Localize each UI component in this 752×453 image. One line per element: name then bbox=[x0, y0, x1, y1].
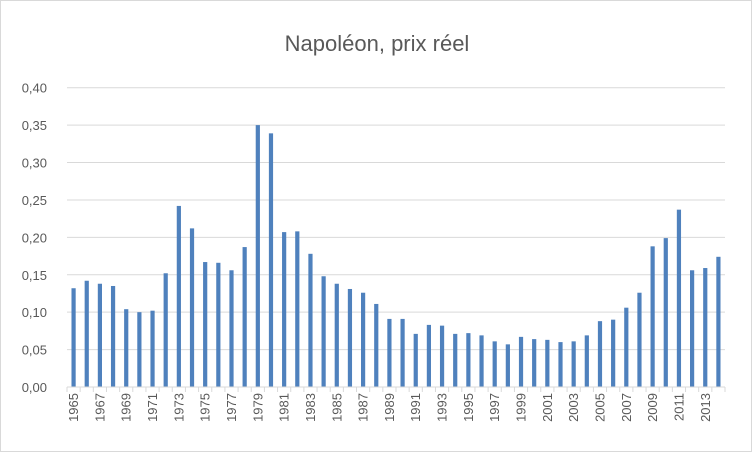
bar-2007 bbox=[624, 307, 629, 387]
bar-1994 bbox=[453, 333, 458, 387]
bar-1972 bbox=[163, 273, 168, 387]
bar-1988 bbox=[374, 303, 379, 387]
x-tick-label: 2005 bbox=[592, 393, 607, 422]
y-tick-label: 0,20 bbox=[22, 230, 47, 245]
x-tick-label: 1985 bbox=[329, 393, 344, 422]
x-tick-label: 1997 bbox=[487, 393, 502, 422]
bar-2010 bbox=[663, 238, 668, 387]
bar-1970 bbox=[137, 312, 142, 387]
bar-2013 bbox=[703, 268, 708, 387]
y-tick-label: 0,40 bbox=[22, 81, 47, 96]
bar-2004 bbox=[584, 335, 589, 387]
x-tick-label: 1977 bbox=[224, 393, 239, 422]
y-tick-label: 0,30 bbox=[22, 156, 47, 171]
bar-1992 bbox=[426, 324, 431, 387]
bar-2012 bbox=[690, 270, 695, 387]
x-tick-label: 1995 bbox=[461, 393, 476, 422]
x-tick-label: 1975 bbox=[198, 393, 213, 422]
bar-1985 bbox=[334, 283, 339, 387]
y-tick-label: 0,10 bbox=[22, 305, 47, 320]
y-tick-label: 0,35 bbox=[22, 118, 47, 133]
bar-1995 bbox=[466, 333, 471, 387]
x-tick-label: 1989 bbox=[382, 393, 397, 422]
x-tick-label: 1981 bbox=[277, 393, 292, 422]
bar-2005 bbox=[597, 321, 603, 387]
bar-2006 bbox=[611, 319, 616, 387]
bar-1996 bbox=[479, 335, 484, 387]
bar-2011 bbox=[676, 209, 682, 387]
bar-2003 bbox=[571, 341, 576, 387]
bar-1967 bbox=[97, 283, 102, 387]
bar-1980 bbox=[268, 133, 274, 387]
bar-1983 bbox=[308, 253, 313, 387]
bar-1975 bbox=[203, 262, 208, 387]
bar-2009 bbox=[650, 246, 655, 387]
bar-1991 bbox=[413, 333, 418, 387]
x-tick-label: 2009 bbox=[645, 393, 660, 422]
x-tick-label: 2007 bbox=[619, 393, 634, 422]
bar-1969 bbox=[124, 309, 129, 387]
x-tick-label: 1965 bbox=[66, 393, 81, 422]
bar-2014 bbox=[716, 256, 721, 387]
bar-1977 bbox=[229, 270, 234, 387]
bar-2000 bbox=[532, 339, 537, 387]
bar-1965 bbox=[71, 288, 76, 387]
bar-1984 bbox=[321, 276, 326, 387]
bar-1971 bbox=[150, 310, 155, 387]
y-tick-label: 0,25 bbox=[22, 193, 47, 208]
bar-1966 bbox=[84, 280, 89, 387]
x-tick-label: 1987 bbox=[356, 393, 371, 422]
y-tick-label: 0,00 bbox=[22, 380, 47, 395]
x-tick-label: 1991 bbox=[408, 393, 423, 422]
bar-1973 bbox=[176, 205, 181, 387]
x-tick-label: 1969 bbox=[119, 393, 134, 422]
bar-1986 bbox=[347, 288, 353, 387]
x-tick-label: 2001 bbox=[540, 393, 555, 422]
bar-1999 bbox=[518, 336, 524, 387]
x-tick-label: 1993 bbox=[435, 393, 450, 422]
bar-2001 bbox=[545, 339, 550, 387]
x-tick-label: 1983 bbox=[303, 393, 318, 422]
y-tick-label: 0,05 bbox=[22, 343, 47, 358]
y-tick-label: 0,15 bbox=[22, 268, 47, 283]
bar-1989 bbox=[387, 318, 392, 387]
x-tick-label: 2003 bbox=[566, 393, 581, 422]
bar-1981 bbox=[282, 232, 287, 387]
x-tick-label: 2013 bbox=[698, 393, 713, 422]
bar-1974 bbox=[189, 228, 195, 387]
bar-1990 bbox=[400, 318, 405, 387]
bar-2002 bbox=[558, 342, 563, 387]
bar-1979 bbox=[255, 125, 260, 388]
x-tick-label: 1971 bbox=[145, 393, 160, 422]
bar-1968 bbox=[110, 285, 116, 387]
x-tick-label: 2011 bbox=[671, 393, 686, 421]
x-tick-label: 1999 bbox=[514, 393, 529, 422]
x-tick-label: 1973 bbox=[171, 393, 186, 422]
bar-1978 bbox=[242, 247, 247, 387]
x-tick-label: 1979 bbox=[250, 393, 265, 422]
bar-1993 bbox=[439, 325, 445, 387]
bar-1997 bbox=[492, 341, 497, 387]
bar-2008 bbox=[637, 292, 642, 387]
chart-title: Napoléon, prix réel bbox=[285, 31, 470, 56]
bar-1976 bbox=[216, 262, 221, 387]
bar-1998 bbox=[505, 344, 510, 387]
bar-1982 bbox=[295, 231, 300, 387]
bar-1987 bbox=[361, 292, 366, 387]
x-tick-label: 1967 bbox=[92, 393, 107, 422]
